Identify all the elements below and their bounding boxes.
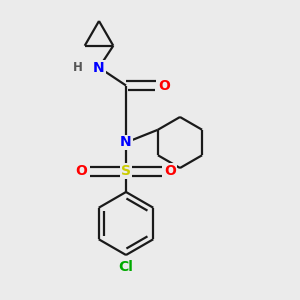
Text: O: O [164,164,176,178]
Text: N: N [93,61,105,74]
Text: O: O [76,164,88,178]
Text: N: N [120,136,132,149]
Text: H: H [73,61,82,74]
Text: O: O [158,79,170,92]
Text: Cl: Cl [118,260,134,274]
Text: S: S [121,164,131,178]
